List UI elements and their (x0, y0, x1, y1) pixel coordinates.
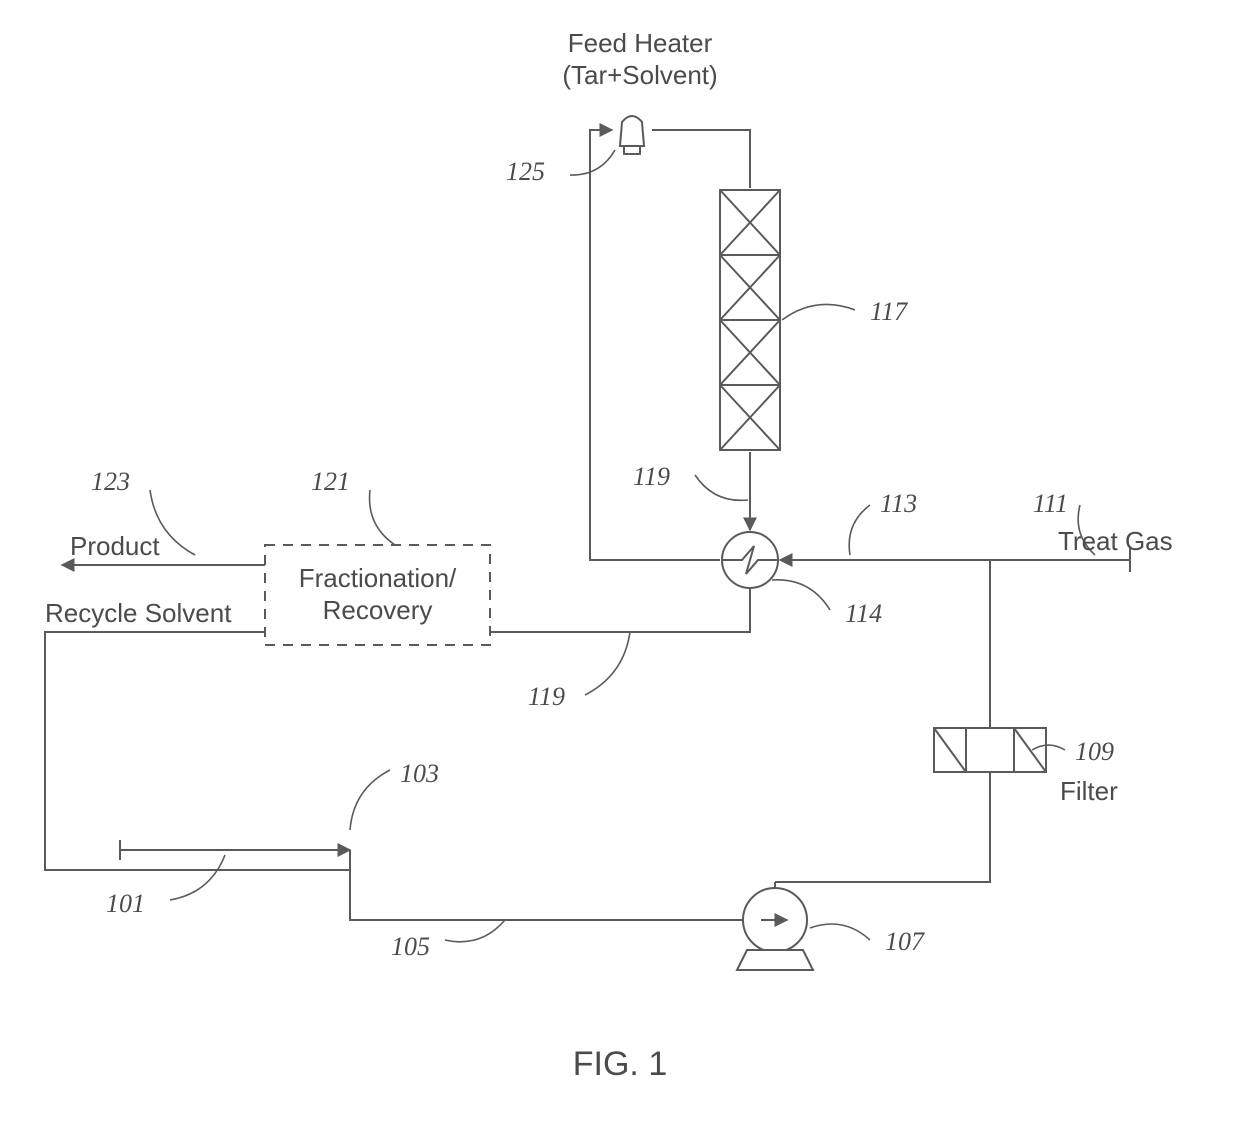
ref-r101: 101 (106, 889, 145, 918)
stream-hx-down-to-frac (490, 588, 750, 632)
filter-label: Filter (1060, 776, 1118, 806)
heat-exchanger (722, 532, 778, 588)
ref-r113: 113 (880, 489, 917, 518)
fractionation-label-1: Fractionation/ (299, 563, 457, 593)
treat-gas-label: Treat Gas (1058, 526, 1173, 556)
leader (370, 490, 395, 545)
ref-r121: 121 (311, 467, 350, 496)
product-label: Product (70, 531, 160, 561)
leader (170, 855, 225, 900)
process-flow-diagram: Fractionation/Recovery 123 121 125 117 119 113… (0, 0, 1240, 1130)
stream-filter-to-hx (810, 772, 990, 882)
ref-r114: 114 (845, 599, 882, 628)
leader (585, 632, 630, 695)
ref-r123: 123 (91, 467, 130, 496)
feed-heater (620, 116, 644, 154)
feed-heater-label-2: (Tar+Solvent) (562, 60, 717, 90)
ref-r119a: 119 (633, 462, 670, 491)
leader (849, 505, 870, 555)
stream-recycle-line (45, 632, 350, 870)
ref-r111: 111 (1033, 489, 1068, 518)
leader (772, 580, 830, 610)
recycle-solvent-label: Recycle Solvent (45, 598, 232, 628)
ref-r109: 109 (1075, 737, 1114, 766)
filter (934, 728, 1046, 772)
ref-r119b: 119 (528, 682, 565, 711)
packed-column (720, 190, 780, 450)
ref-r107: 107 (885, 927, 925, 956)
ref-r125: 125 (506, 157, 545, 186)
stream-hx-to-heater (590, 130, 720, 560)
leader (695, 475, 748, 500)
leader (445, 920, 505, 942)
stream-heater-to-col (652, 130, 750, 188)
figure-caption: FIG. 1 (573, 1045, 667, 1083)
feed-heater-label-1: Feed Heater (568, 28, 713, 58)
leader (570, 150, 615, 175)
pump (737, 888, 813, 970)
fractionation-label-2: Recovery (323, 595, 433, 625)
leader (810, 924, 870, 940)
stream-merge-to-pump (350, 850, 742, 920)
leader (782, 304, 855, 320)
ref-r105: 105 (391, 932, 430, 961)
ref-r103: 103 (400, 759, 439, 788)
leader (350, 770, 390, 830)
ref-r117: 117 (870, 297, 908, 326)
